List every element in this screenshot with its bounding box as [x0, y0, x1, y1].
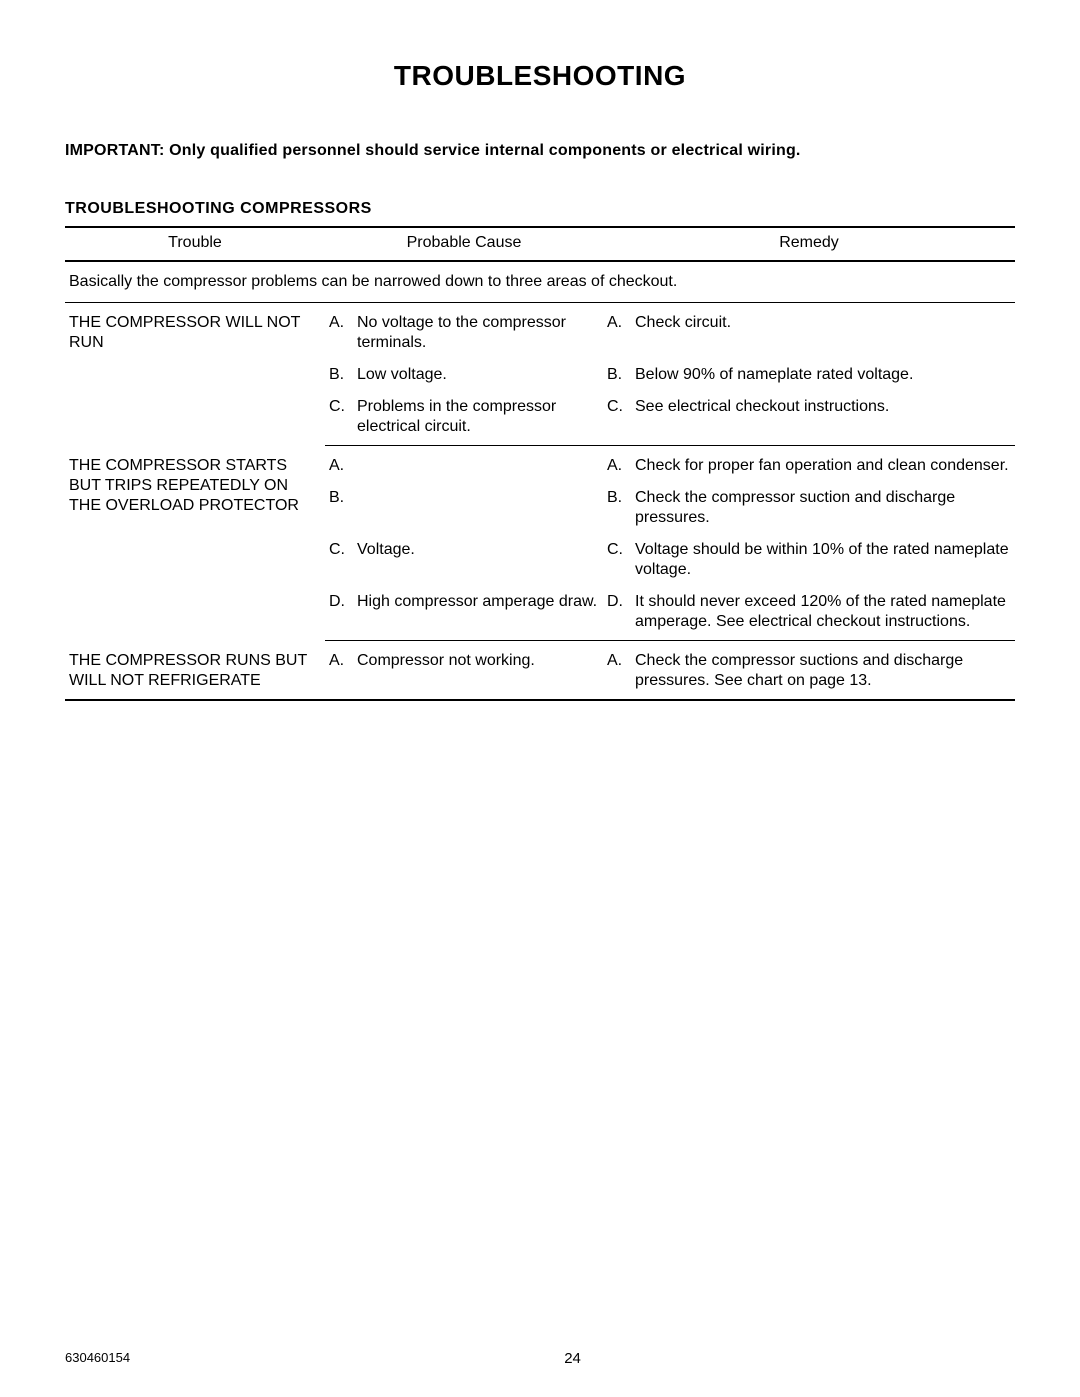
important-notice: IMPORTANT: Only qualified personnel shou…: [65, 142, 1015, 160]
cause-cell: [353, 446, 603, 483]
doc-number: 630460154: [65, 1350, 130, 1365]
cause-letter: D.: [325, 586, 353, 641]
remedy-cell: See electrical checkout instructions.: [631, 391, 1015, 446]
table-body: Basically the compressor problems can be…: [65, 261, 1015, 700]
troubleshooting-table: Trouble Probable Cause Remedy Basically …: [65, 226, 1015, 701]
remedy-cell: Check for proper fan operation and clean…: [631, 446, 1015, 483]
page-number: 24: [65, 1350, 1015, 1367]
cause-cell: Compressor not working.: [353, 641, 603, 701]
page-title: TROUBLESHOOTING: [65, 60, 1015, 92]
cause-cell: Low voltage.: [353, 359, 603, 391]
trouble-cell: THE COMPRESSOR WILL NOT RUN: [65, 303, 325, 446]
cause-letter: C.: [325, 391, 353, 446]
page: TROUBLESHOOTING IMPORTANT: Only qualifie…: [0, 0, 1080, 1397]
cause-letter: A.: [325, 303, 353, 360]
cause-cell: High compressor amperage draw.: [353, 586, 603, 641]
remedy-letter: D.: [603, 586, 631, 641]
cause-cell: No voltage to the compressor terminals.: [353, 303, 603, 360]
cause-letter: A.: [325, 446, 353, 483]
cause-letter: B.: [325, 482, 353, 534]
table-row: THE COMPRESSOR STARTS BUT TRIPS REPEATED…: [65, 446, 1015, 483]
table-header: Trouble Probable Cause Remedy: [65, 227, 1015, 261]
remedy-letter: A.: [603, 641, 631, 701]
page-footer: 630460154 24: [65, 1350, 1015, 1367]
remedy-letter: C.: [603, 534, 631, 586]
table-row: THE COMPRESSOR RUNS BUT WILL NOT REFRIGE…: [65, 641, 1015, 701]
remedy-cell: Below 90% of nameplate rated voltage.: [631, 359, 1015, 391]
remedy-cell: Check the compressor suction and dischar…: [631, 482, 1015, 534]
remedy-letter: C.: [603, 391, 631, 446]
remedy-cell: Check the compressor suctions and discha…: [631, 641, 1015, 701]
remedy-letter: A.: [603, 303, 631, 360]
cause-cell: Problems in the compressor electrical ci…: [353, 391, 603, 446]
header-trouble: Trouble: [65, 227, 325, 261]
trouble-cell: THE COMPRESSOR RUNS BUT WILL NOT REFRIGE…: [65, 641, 325, 701]
remedy-letter: A.: [603, 446, 631, 483]
remedy-letter: B.: [603, 482, 631, 534]
cause-letter: B.: [325, 359, 353, 391]
remedy-cell: Voltage should be within 10% of the rate…: [631, 534, 1015, 586]
cause-letter: A.: [325, 641, 353, 701]
remedy-letter: B.: [603, 359, 631, 391]
header-cause: Probable Cause: [325, 227, 603, 261]
table-intro: Basically the compressor problems can be…: [65, 261, 1015, 303]
table-row: THE COMPRESSOR WILL NOT RUNA.No voltage …: [65, 303, 1015, 360]
cause-cell: Voltage.: [353, 534, 603, 586]
remedy-cell: It should never exceed 120% of the rated…: [631, 586, 1015, 641]
remedy-cell: Check circuit.: [631, 303, 1015, 360]
header-remedy: Remedy: [603, 227, 1015, 261]
trouble-cell: THE COMPRESSOR STARTS BUT TRIPS REPEATED…: [65, 446, 325, 641]
section-subheading: TROUBLESHOOTING COMPRESSORS: [65, 200, 1015, 218]
cause-cell: [353, 482, 603, 534]
cause-letter: C.: [325, 534, 353, 586]
